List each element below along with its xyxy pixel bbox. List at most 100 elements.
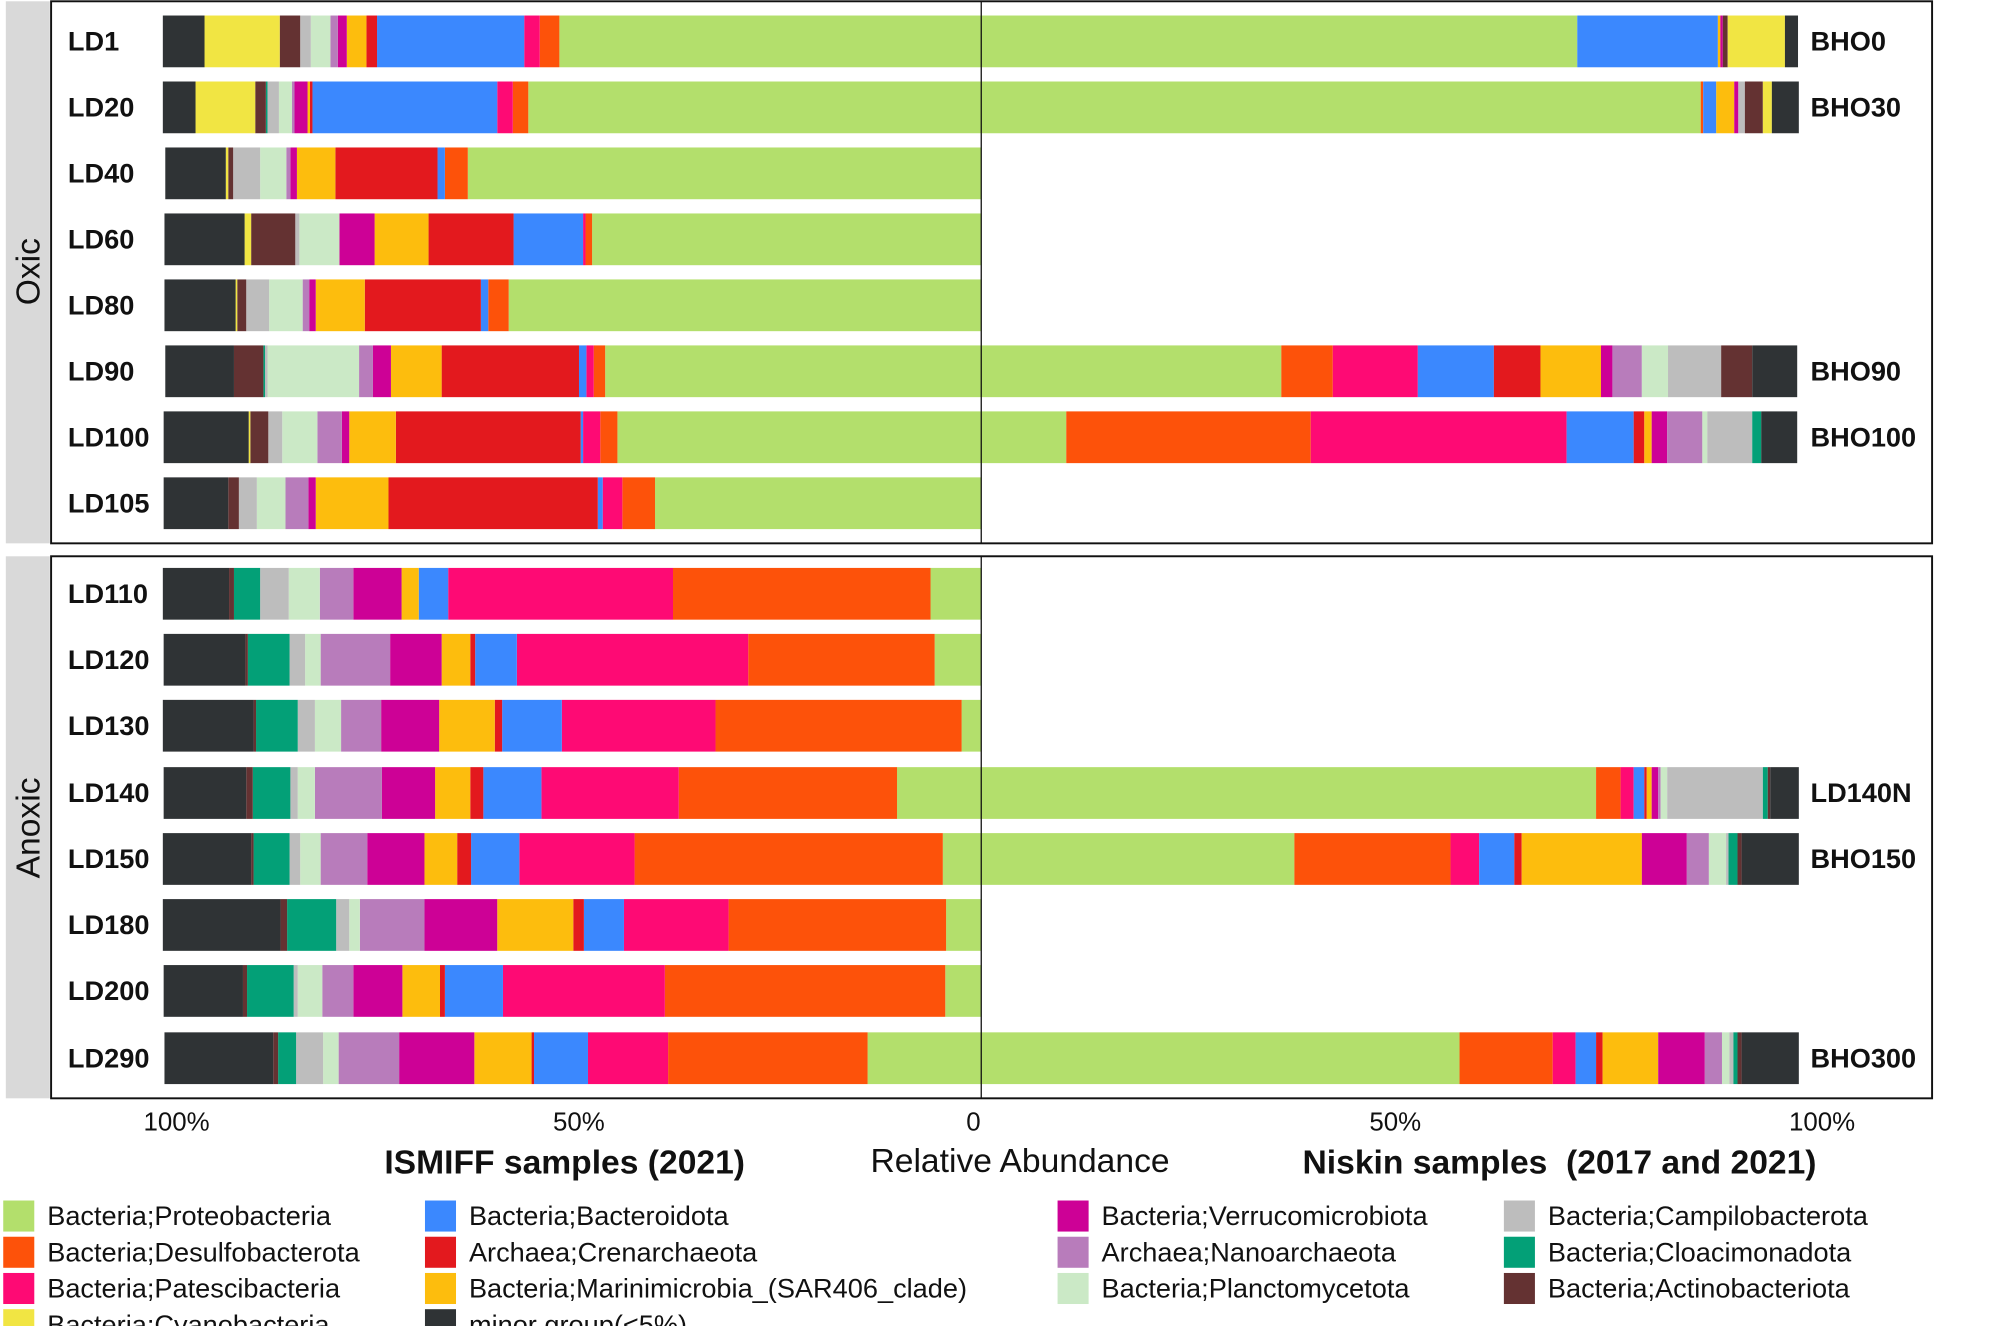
bar-segment-ismiff (600, 411, 618, 464)
bar-segment-ismiff (623, 899, 729, 951)
legend-swatch (1503, 1272, 1535, 1305)
bar-segment-niskin (1700, 81, 1704, 134)
bar-segment-ismiff (315, 279, 365, 332)
bar-segment-ismiff (359, 345, 373, 398)
ismiff-sample-label: LD140 (68, 777, 150, 808)
bar-segment-niskin (1417, 345, 1494, 398)
legend-swatch (424, 1236, 457, 1268)
facet-label-oxic: Oxic (10, 238, 47, 305)
bar-segment-ismiff (583, 213, 586, 266)
ismiff-sample-label: LD110 (68, 578, 148, 609)
bar-segment-ismiff (441, 345, 579, 398)
bar-segment-ismiff (238, 477, 257, 530)
bar-segment-ismiff (390, 345, 442, 398)
bar-segment-ismiff (439, 965, 445, 1017)
bar-segment-niskin (1721, 345, 1753, 398)
bar-segment-ismiff (593, 345, 606, 398)
ismiff-sample-label: LD200 (68, 975, 150, 1006)
sample-row: LD110 (68, 567, 982, 620)
legend-item: Bacteria;Proteobacteria (3, 1200, 332, 1232)
bar-segment-ismiff (934, 633, 982, 686)
bar-segment-ismiff (228, 477, 239, 530)
bar-segment-ismiff (290, 767, 298, 819)
bar-segment-ismiff (235, 279, 238, 332)
legend-label: Bacteria;Cloacimonadota (1548, 1236, 1852, 1267)
sample-row: LD290 BHO300 (68, 1032, 1916, 1085)
bar-segment-ismiff (299, 213, 340, 266)
bar-segment-ismiff (346, 15, 367, 68)
bar-segment-niskin (1459, 1032, 1553, 1085)
legend-swatch (424, 1200, 457, 1232)
bar-segment-ismiff (519, 833, 635, 885)
legend: Bacteria;Proteobacteria Bacteria;Desulfob… (3, 1200, 1869, 1326)
bar-segment-ismiff (237, 279, 247, 332)
bar-segment-ismiff (381, 699, 440, 752)
legend-label: Archaea;Crenarchaeota (469, 1236, 758, 1267)
bar-segment-niskin (1577, 15, 1718, 68)
x-tick-label: 100% (1789, 1109, 1855, 1137)
bar-segment-ismiff (364, 279, 481, 332)
bar-segment-ismiff (162, 567, 230, 620)
bar-segment-niskin (1493, 345, 1541, 398)
bar-segment-ismiff (401, 567, 419, 620)
bar-segment-ismiff (372, 345, 391, 398)
bar-segment-ismiff (323, 1032, 339, 1085)
sample-row: LD150 BHO150 (68, 833, 1916, 885)
legend-item: Bacteria;Cyanobacteria (3, 1309, 330, 1326)
bar-segment-niskin (1721, 1032, 1730, 1085)
x-tick-label: 50% (553, 1109, 605, 1137)
bar-segment-niskin (1762, 81, 1772, 134)
legend-item: Bacteria;Desulfobacterota (3, 1236, 361, 1268)
bar-segment-ismiff (377, 15, 525, 68)
legend-label: Bacteria;Cyanobacteria (47, 1309, 330, 1326)
bar-segment-ismiff (305, 633, 321, 686)
bar-segment-ismiff (233, 345, 264, 398)
bar-segment-ismiff (267, 345, 360, 398)
bar-segment-niskin (1702, 411, 1708, 464)
legend-swatch (3, 1272, 35, 1305)
legend-swatch (1057, 1200, 1089, 1232)
bar-segment-ismiff (867, 1032, 982, 1085)
bar-segment-ismiff (583, 411, 601, 464)
bar-segment-ismiff (295, 213, 300, 266)
bar-segment-niskin (1633, 767, 1645, 819)
bar-segment-ismiff (942, 833, 982, 885)
bar-segment-ismiff (435, 767, 471, 819)
x-axis: 100% 50% 0 50% 100% (144, 1109, 1856, 1137)
bar-segment-ismiff (233, 147, 261, 200)
bar-segment-ismiff (587, 1032, 669, 1085)
bar-segment-ismiff (945, 965, 982, 1017)
ismiff-sample-label: LD20 (68, 91, 134, 122)
bar-segment-ismiff (251, 213, 296, 266)
bar-segment-niskin (1641, 345, 1669, 398)
legend-item: Bacteria;Campilobacterota (1503, 1200, 1869, 1232)
x-tick-label: 50% (1369, 1109, 1421, 1137)
bar-segment-ismiff (267, 81, 279, 134)
bar-segment-ismiff (247, 965, 294, 1017)
legend-item: Bacteria;Planctomycetota (1057, 1273, 1410, 1305)
bar-segment-ismiff (256, 477, 286, 530)
ismiff-sample-label: LD130 (68, 710, 150, 741)
bar-segment-ismiff (163, 477, 229, 530)
bar-segment-ismiff (255, 81, 266, 134)
ismiff-axis-title: ISMIFF samples (2021) (384, 1144, 745, 1181)
bar-segment-niskin (1784, 15, 1799, 68)
bar-segment-ismiff (293, 965, 298, 1017)
bar-segment-niskin (1066, 411, 1311, 464)
bar-segment-ismiff (297, 699, 315, 752)
bar-segment-ismiff (165, 147, 226, 200)
bar-segment-ismiff (471, 833, 520, 885)
bar-segment-ismiff (309, 279, 316, 332)
bar-segment-ismiff (309, 81, 313, 134)
bar-segment-ismiff (162, 899, 281, 951)
bar-segment-ismiff (470, 633, 476, 686)
bar-segment-niskin (1707, 411, 1753, 464)
bar-segment-niskin (1733, 1032, 1738, 1085)
bar-segment-ismiff (634, 833, 943, 885)
bar-segment-ismiff (307, 81, 310, 134)
bar-segment-ismiff (516, 633, 749, 686)
bar-segment-ismiff (715, 699, 962, 752)
bar-segment-ismiff (497, 899, 574, 951)
bar-segment-ismiff (308, 477, 316, 530)
